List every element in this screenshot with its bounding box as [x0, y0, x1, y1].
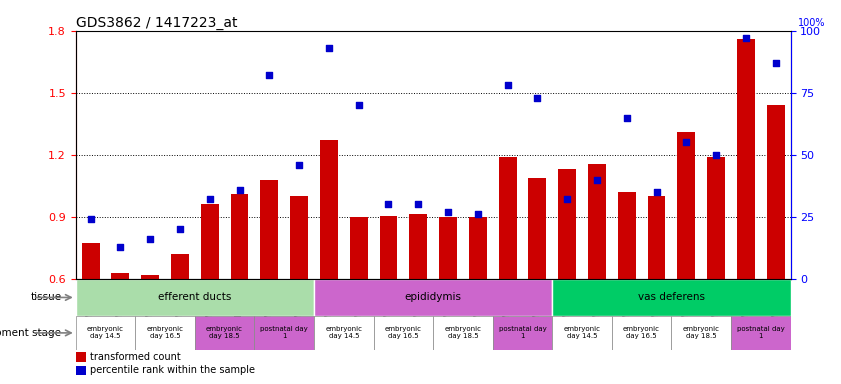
Bar	[439, 217, 457, 279]
Bar	[767, 105, 785, 279]
Bar	[558, 169, 576, 279]
Text: transformed count: transformed count	[90, 352, 181, 362]
Point	[471, 211, 484, 217]
Bar	[648, 196, 665, 279]
Point	[560, 196, 574, 202]
Text: tissue: tissue	[30, 293, 61, 303]
Point	[233, 187, 246, 193]
Bar	[731, 316, 791, 350]
Point	[352, 102, 365, 108]
Text: vas deferens: vas deferens	[637, 293, 705, 303]
Text: embryonic
day 18.5: embryonic day 18.5	[444, 326, 481, 339]
Text: embryonic
day 18.5: embryonic day 18.5	[206, 326, 243, 339]
Text: efferent ducts: efferent ducts	[158, 293, 231, 303]
Point	[650, 189, 664, 195]
Bar	[379, 216, 397, 279]
Bar	[611, 316, 671, 350]
Bar	[468, 217, 487, 279]
Bar	[314, 279, 553, 316]
Text: embryonic
day 16.5: embryonic day 16.5	[385, 326, 422, 339]
Bar	[171, 254, 189, 279]
Point	[620, 114, 633, 121]
Bar	[737, 39, 754, 279]
Point	[531, 94, 544, 101]
Text: embryonic
day 14.5: embryonic day 14.5	[325, 326, 362, 339]
Bar	[314, 316, 373, 350]
Bar	[433, 316, 493, 350]
Text: GDS3862 / 1417223_at: GDS3862 / 1417223_at	[76, 16, 237, 30]
Point	[203, 196, 216, 202]
Bar	[254, 316, 314, 350]
Text: 100%: 100%	[797, 18, 825, 28]
Bar	[82, 243, 99, 279]
Point	[173, 226, 187, 232]
Bar	[111, 273, 130, 279]
Bar	[618, 192, 636, 279]
Bar	[493, 316, 553, 350]
Bar	[230, 194, 248, 279]
Bar	[528, 177, 547, 279]
Text: postnatal day
1: postnatal day 1	[499, 326, 547, 339]
Point	[114, 243, 127, 250]
Bar	[76, 353, 87, 362]
Point	[84, 216, 98, 222]
Text: embryonic
day 18.5: embryonic day 18.5	[683, 326, 720, 339]
Bar	[135, 316, 195, 350]
Point	[739, 35, 753, 41]
Point	[411, 201, 425, 207]
Text: embryonic
day 14.5: embryonic day 14.5	[563, 326, 600, 339]
Bar	[553, 316, 611, 350]
Point	[590, 177, 604, 183]
Bar	[588, 164, 606, 279]
Bar	[195, 316, 254, 350]
Text: development stage: development stage	[0, 328, 61, 338]
Point	[293, 162, 306, 168]
Bar	[553, 279, 791, 316]
Text: embryonic
day 16.5: embryonic day 16.5	[623, 326, 660, 339]
Text: epididymis: epididymis	[405, 293, 462, 303]
Point	[262, 72, 276, 78]
Text: postnatal day
1: postnatal day 1	[261, 326, 308, 339]
Bar	[290, 196, 308, 279]
Bar	[141, 275, 159, 279]
Point	[680, 139, 693, 146]
Bar	[76, 316, 135, 350]
Point	[769, 60, 782, 66]
Bar	[677, 132, 696, 279]
Text: embryonic
day 14.5: embryonic day 14.5	[87, 326, 124, 339]
Bar	[76, 366, 87, 375]
Text: embryonic
day 16.5: embryonic day 16.5	[146, 326, 183, 339]
Bar	[201, 204, 219, 279]
Bar	[350, 217, 368, 279]
Bar	[261, 180, 278, 279]
Bar	[410, 214, 427, 279]
Bar	[320, 140, 338, 279]
Point	[322, 45, 336, 51]
Point	[442, 209, 455, 215]
Text: postnatal day
1: postnatal day 1	[737, 326, 785, 339]
Point	[382, 201, 395, 207]
Point	[501, 82, 515, 88]
Bar	[707, 157, 725, 279]
Bar	[373, 316, 433, 350]
Point	[144, 236, 157, 242]
Point	[709, 152, 722, 158]
Bar	[671, 316, 731, 350]
Text: percentile rank within the sample: percentile rank within the sample	[90, 366, 255, 376]
Bar	[76, 279, 314, 316]
Bar	[499, 157, 516, 279]
